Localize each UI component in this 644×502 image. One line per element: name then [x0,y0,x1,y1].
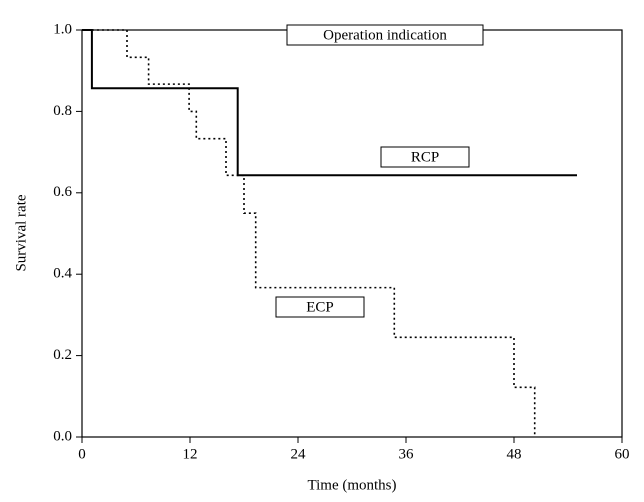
annotation-box [286,24,484,46]
annotation: ECP [306,299,334,315]
annotation: RCP [411,149,439,165]
annotation: Operation indication [323,27,447,43]
x-tick-label: 24 [291,446,307,462]
y-tick-label: 0.4 [53,266,72,282]
survival-curve [82,29,577,177]
x-axis-label: Time (months) [307,477,396,493]
x-tick-label: 36 [399,446,415,462]
y-tick-label: 0.0 [53,428,72,444]
y-tick-label: 0.2 [53,347,72,363]
plot-frame [81,29,623,438]
x-tick-label: 0 [78,446,86,462]
y-axis-label: Survival rate [13,194,29,271]
x-tick-label: 48 [507,446,522,462]
y-tick-label: 0.8 [53,103,72,119]
annotation-box [275,296,365,318]
x-tick-label: 60 [615,446,630,462]
annotation-box [380,146,470,168]
y-tick-label: 1.0 [53,21,72,37]
survival-curve [82,29,536,437]
y-tick-label: 0.6 [53,184,72,200]
x-tick-label: 12 [183,446,198,462]
